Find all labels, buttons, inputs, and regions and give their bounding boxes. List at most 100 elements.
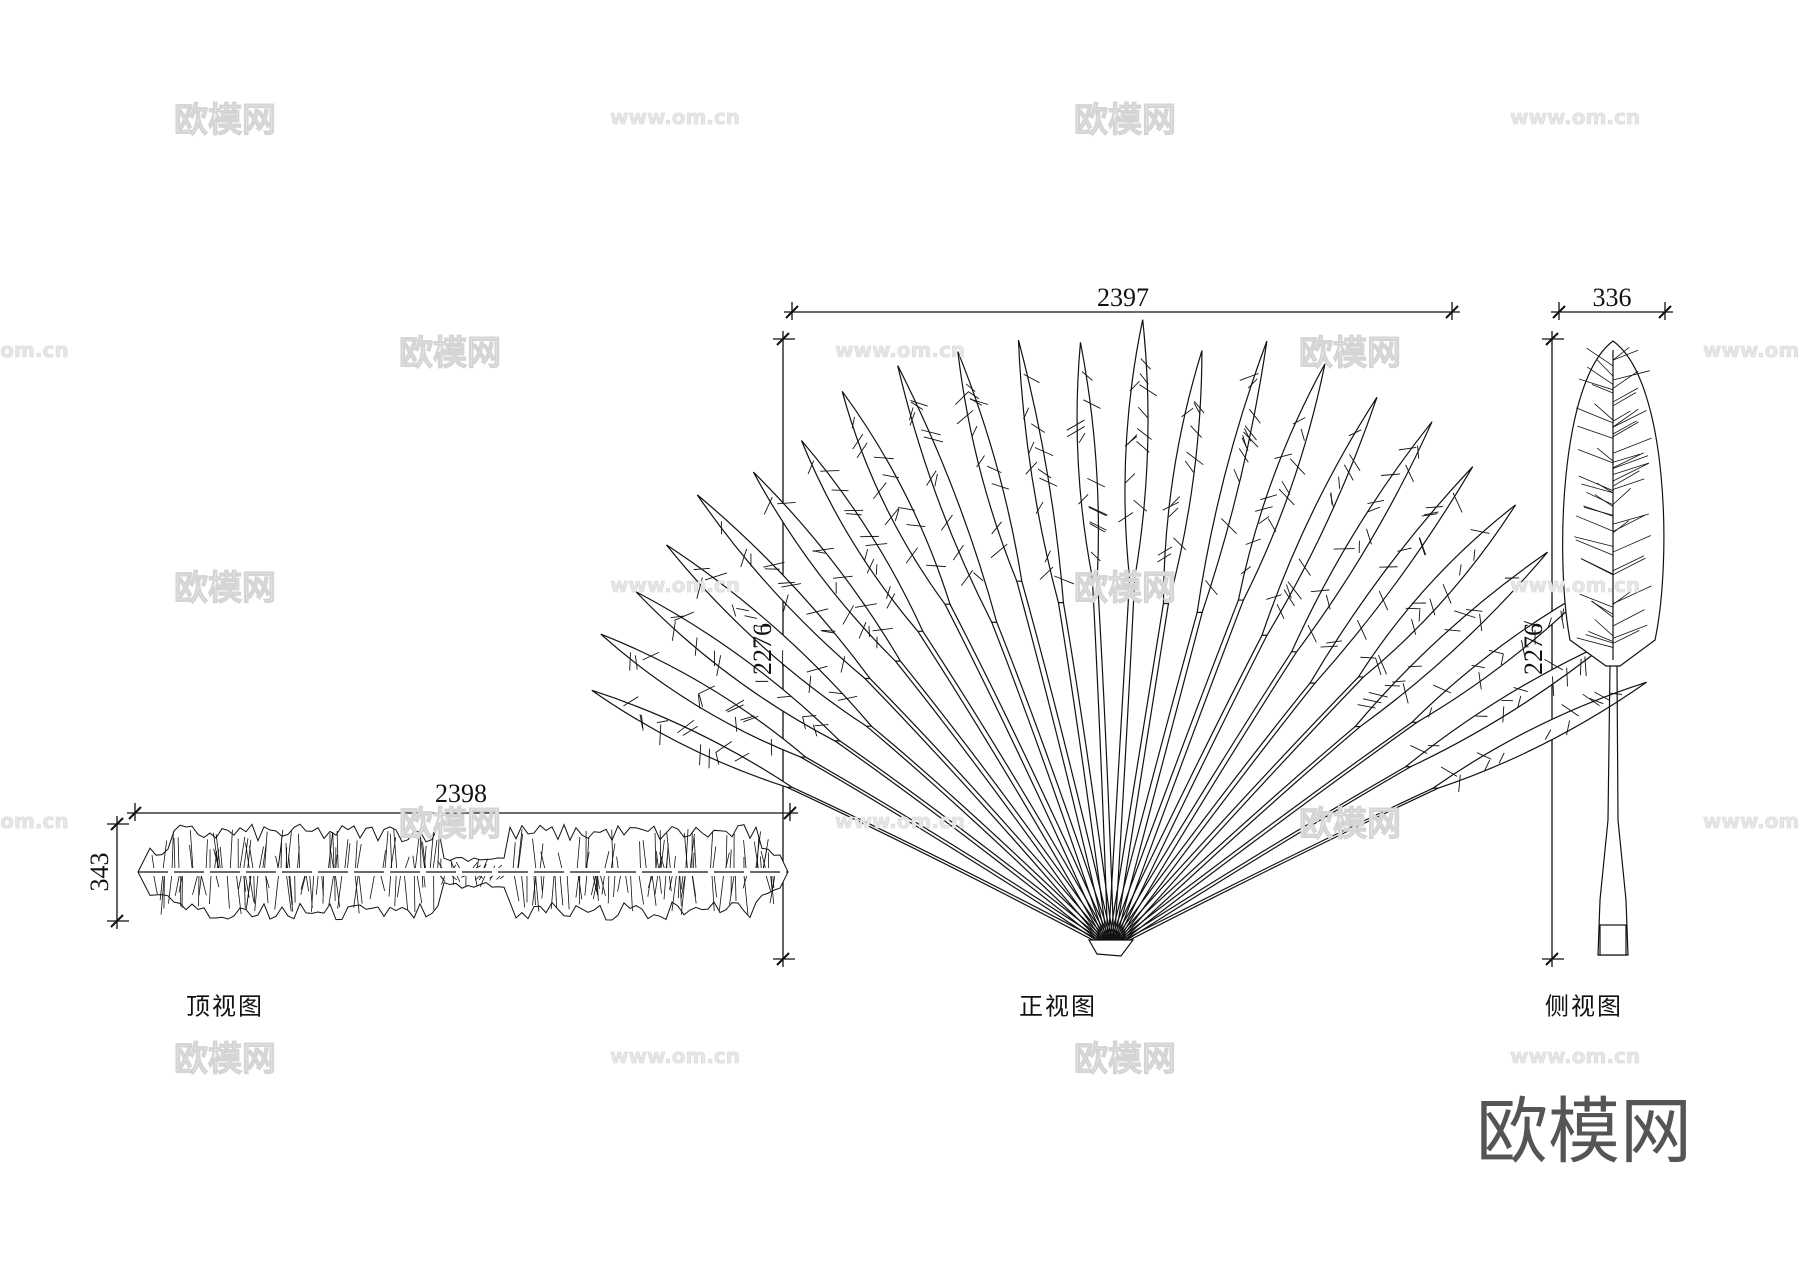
top-view-hatch [480, 875, 483, 879]
leaf-tear-line [898, 507, 916, 511]
top-view-hatch [655, 850, 659, 869]
leaf-tear-line [670, 615, 685, 619]
leaf-tear-line [1459, 564, 1462, 576]
leaf-tear-line [1366, 528, 1372, 545]
leaf-tear-line [812, 550, 826, 554]
top-view-hatch [453, 864, 457, 869]
leaf-tear-line [1039, 566, 1054, 580]
leaf-tear-line [715, 751, 720, 765]
side-leaf-hatch [1585, 634, 1614, 644]
watermark: 欧模网 [174, 568, 277, 609]
top-view-hatch [540, 875, 543, 892]
leaf-tear-line [820, 629, 836, 632]
leaf-petiole [1062, 602, 1115, 949]
leaf-petiole [1113, 787, 1439, 949]
leaf-tear-line [1408, 665, 1422, 668]
leaf-tear-line [743, 715, 759, 723]
leaf-tear-line [1397, 547, 1412, 552]
side-leaf-hatch [1594, 403, 1614, 421]
watermark: 欧模网 [399, 333, 502, 374]
leaf-tear-line [781, 583, 802, 588]
top-view-hatch [311, 875, 315, 912]
dimension-tick [776, 332, 790, 346]
leaf-tear-line [1521, 640, 1526, 660]
top-view-hatch [217, 848, 219, 869]
dimension-tick [785, 305, 799, 319]
leaf-tear-line [973, 572, 984, 582]
leaf-tear-line [1300, 428, 1305, 441]
leaf-petiole [991, 622, 1109, 949]
leaf-petiole [1107, 676, 1359, 949]
top-view-hatch [298, 833, 300, 869]
leaf-blade [1308, 466, 1474, 684]
leaf-tear-line [763, 561, 785, 568]
leaf-tear-line [1579, 658, 1582, 676]
top-view-hatch [456, 875, 461, 883]
leaf-tear-line [1523, 621, 1540, 628]
top-view-hatch [243, 875, 246, 909]
leaf-tear-line [1287, 581, 1302, 600]
top-view-hatch [394, 875, 397, 907]
top-view-hatch [254, 875, 259, 912]
leaf-tear-line [1307, 624, 1317, 643]
leaf-petiole [1113, 766, 1411, 949]
top-view-hatch [472, 861, 478, 869]
leaf-blade [841, 390, 951, 605]
leaf-tear-line [863, 548, 869, 562]
leaf-petiole [800, 756, 1109, 949]
leaf-tear-line [1458, 774, 1461, 792]
top-view-hatch [712, 846, 717, 869]
side-base [1599, 924, 1627, 956]
leaf-blade [1431, 681, 1648, 789]
top-view-hatch [198, 875, 202, 896]
leaf-tear-line [1454, 610, 1476, 619]
leaf-tear-line [1276, 603, 1285, 620]
top-view-hatch [416, 875, 423, 904]
leaf-tear-line [1037, 468, 1052, 479]
leaf-tear-line [856, 442, 868, 459]
leaf-tear-line [991, 483, 1010, 490]
side-leaf-hatch [1612, 410, 1631, 422]
leaf-tear-line [1173, 537, 1187, 551]
leaf-petiole [1113, 635, 1268, 949]
top-view-hatch [584, 875, 588, 896]
leaf-petiole [1107, 766, 1406, 949]
leaf-tear-line [802, 715, 817, 718]
leaf-tear-line [960, 570, 974, 587]
watermark: 欧模网 [1299, 333, 1402, 374]
top-view-hatch [239, 836, 246, 869]
leaf-tear-line [1418, 537, 1426, 556]
leaf-blade [665, 544, 873, 727]
leaf-tear-line [1089, 523, 1106, 533]
top-view-hatch [439, 875, 446, 882]
leaf-tear-line [1274, 453, 1293, 459]
dimension-tick [110, 914, 124, 928]
top-view-hatch [189, 830, 194, 869]
leaf-tear-line [736, 607, 749, 612]
leaf-tear-line [1384, 684, 1400, 687]
leaf-tear-line [926, 470, 937, 486]
side-leaf-hatch [1586, 491, 1614, 506]
side-leaf-hatch [1581, 558, 1614, 576]
leaf-tear-line [840, 656, 846, 673]
leaf-petiole [1107, 599, 1239, 949]
leaf-tear-line [1368, 692, 1388, 698]
top-view-hatch [344, 839, 349, 869]
top-view-hatch [576, 837, 581, 869]
leaf-tear-line [1220, 518, 1237, 534]
leaf-tear-line [821, 630, 835, 634]
leaf-tear-line [659, 724, 662, 746]
top-view-hatch [710, 832, 714, 869]
watermark: 欧模网 [1074, 1039, 1177, 1080]
top-view-hatch [214, 851, 218, 869]
top-view-hatch [421, 875, 424, 888]
leaf-tear-line [1484, 759, 1491, 771]
leaf-tear-line [828, 691, 843, 695]
leaf-petiole [865, 725, 1109, 949]
top-view-hatch [759, 856, 762, 869]
leaf-tear-line [1281, 480, 1291, 495]
leaf-tear-line [1139, 373, 1149, 385]
leaf-petiole [944, 603, 1109, 949]
leaf-tear-line [677, 719, 695, 734]
